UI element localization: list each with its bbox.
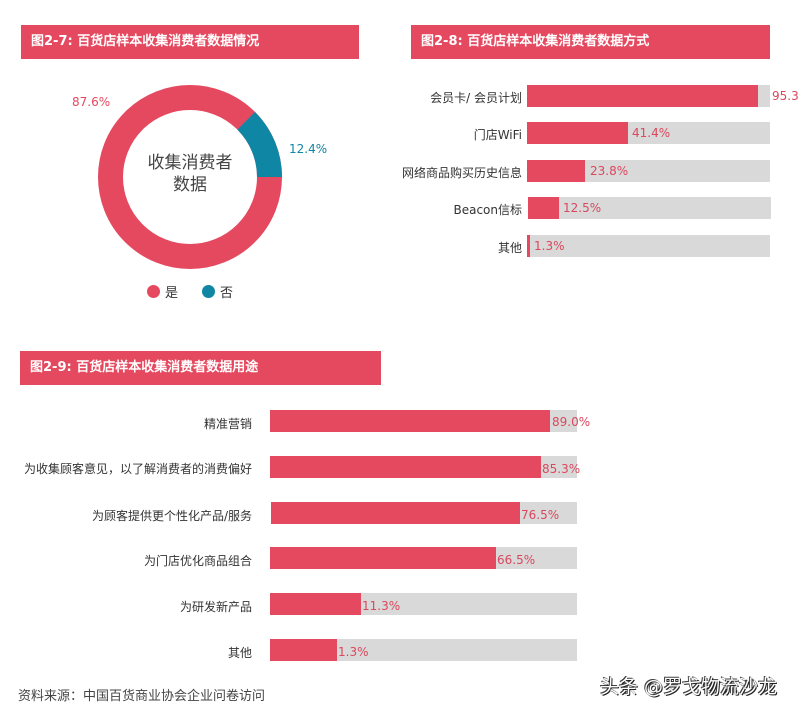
fig8-bar bbox=[527, 122, 628, 144]
watermark: 头条 @罗戈物流沙龙 bbox=[600, 676, 778, 698]
legend-yes-swatch bbox=[147, 285, 160, 298]
fig8-value: 23.8% bbox=[590, 164, 629, 178]
fig9-value: 66.5% bbox=[497, 553, 536, 567]
legend-no-swatch bbox=[202, 285, 215, 298]
label-no: 12.4% bbox=[289, 142, 328, 156]
fig8-track bbox=[527, 85, 770, 107]
fig9-track bbox=[270, 410, 577, 432]
fig9-value: 76.5% bbox=[521, 508, 560, 522]
fig8-bar bbox=[527, 85, 758, 107]
fig9-row-label: 为门店优化商品组合 bbox=[143, 554, 252, 568]
fig8-row-label: 其他 bbox=[497, 241, 522, 255]
source-note: 资料来源：中国百货商业协会企业问卷访问 bbox=[18, 689, 266, 704]
fig8-bar bbox=[528, 197, 559, 219]
fig9-bar bbox=[270, 410, 550, 432]
fig9-track bbox=[270, 639, 577, 661]
fig8-bar bbox=[527, 235, 530, 257]
fig9-track bbox=[270, 456, 577, 478]
fig8-track bbox=[527, 160, 770, 182]
fig9-bar bbox=[270, 593, 361, 615]
fig9-value: 11.3% bbox=[362, 599, 401, 613]
legend-no: 否 bbox=[202, 282, 233, 301]
fig8-value: 12.5% bbox=[563, 201, 602, 215]
fig8-value: 95.3 bbox=[772, 89, 799, 103]
fig9-row-label: 为顾客提供更个性化产品/服务 bbox=[91, 509, 252, 523]
fig9-value: 89.0% bbox=[552, 415, 591, 429]
fig8-row-label: 网络商品购买历史信息 bbox=[401, 166, 522, 180]
donut-segment-no bbox=[237, 111, 282, 177]
fig9-bar bbox=[270, 456, 541, 478]
legend-yes: 是 bbox=[147, 282, 178, 301]
fig9-row-label: 其他 bbox=[227, 646, 252, 660]
fig9-bar bbox=[270, 547, 496, 569]
fig9-row-label: 为研发新产品 bbox=[179, 600, 252, 614]
fig9-bar bbox=[271, 502, 520, 524]
fig9-row-label: 为收集顾客意见，以了解消费者的消费偏好 bbox=[23, 462, 252, 476]
fig8-value: 41.4% bbox=[632, 126, 671, 140]
fig9-row-label: 精准营销 bbox=[203, 417, 252, 431]
fig9-value: 1.3% bbox=[338, 645, 369, 659]
fig9-track bbox=[270, 593, 577, 615]
fig8-row-label: Beacon信标 bbox=[453, 203, 522, 217]
donut-chart bbox=[98, 85, 282, 269]
fig9-title: 图2-9: 百货店样本收集消费者数据用途 bbox=[20, 351, 381, 385]
fig9-value: 85.3% bbox=[542, 462, 581, 476]
fig8-track bbox=[527, 235, 770, 257]
fig8-row-label: 门店WiFi bbox=[473, 128, 522, 142]
fig8-title: 图2-8: 百货店样本收集消费者数据方式 bbox=[411, 25, 770, 59]
fig8-track bbox=[527, 122, 770, 144]
fig9-track bbox=[270, 547, 577, 569]
fig8-value: 1.3% bbox=[534, 239, 565, 253]
donut-center-label: 收集消费者 数据 bbox=[147, 153, 233, 195]
fig8-row-label: 会员卡/ 会员计划 bbox=[430, 91, 522, 105]
fig7-title: 图2-7: 百货店样本收集消费者数据情况 bbox=[21, 25, 359, 59]
label-yes: 87.6% bbox=[72, 95, 111, 109]
fig8-track bbox=[528, 197, 771, 219]
fig8-bar bbox=[527, 160, 585, 182]
fig9-track bbox=[271, 502, 577, 524]
fig9-bar bbox=[270, 639, 337, 661]
